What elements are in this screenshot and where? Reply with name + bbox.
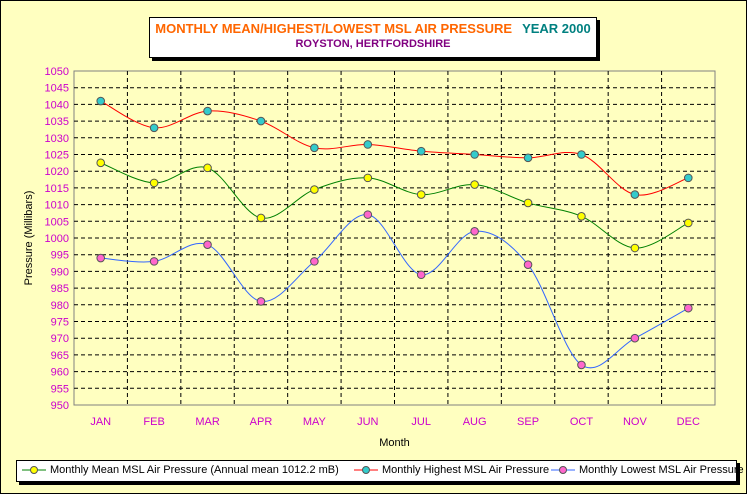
data-point-mean [256, 213, 266, 223]
data-point-mean [577, 211, 586, 221]
data-point-high [577, 150, 586, 159]
legend-label-low: Monthly Lowest MSL Air Pressure [579, 464, 744, 476]
x-tick-label: JAN [90, 416, 111, 428]
y-tick-label: 960 [51, 367, 69, 379]
y-tick-label: 965 [51, 350, 69, 362]
x-axis-label: Month [379, 437, 410, 449]
x-tick-label: AUG [463, 416, 487, 428]
y-tick-label: 975 [51, 317, 69, 329]
y-tick-label: 1040 [45, 99, 69, 111]
title-line: MONTHLY MEAN/HIGHEST/LOWEST MSL AIR PRES… [150, 21, 596, 36]
data-point-mean [96, 158, 106, 168]
x-tick-label: JUL [411, 416, 431, 428]
data-point-mean [203, 163, 212, 173]
x-tick-label: DEC [677, 416, 700, 428]
title-box: MONTHLY MEAN/HIGHEST/LOWEST MSL AIR PRES… [149, 17, 597, 58]
legend: Monthly Mean MSL Air Pressure (Annual me… [16, 460, 744, 482]
x-tick-label: MAR [195, 416, 220, 428]
x-tick-label: NOV [623, 416, 648, 428]
y-tick-label: 995 [51, 250, 69, 262]
series-line-mean [100, 162, 689, 249]
x-tick-labels: JAN FEB MAR APR MAY JUN JUL AUG SEP OCT NOV DEC [90, 416, 700, 428]
data-point-low [630, 333, 640, 343]
x-tick-label: JUN [357, 416, 378, 428]
data-point-low [577, 360, 586, 370]
legend-swatch-mean [22, 466, 46, 474]
data-point-low [416, 270, 426, 280]
data-point-mean [310, 185, 319, 194]
legend-item-low: Monthly Lowest MSL Air Pressure [550, 464, 744, 476]
y-tick-label: 970 [51, 333, 69, 345]
legend-label-mean: Monthly Mean MSL Air Pressure (Annual me… [50, 464, 339, 476]
data-point-mean [683, 218, 693, 228]
data-point-low [363, 210, 373, 219]
x-tick-label: MAY [303, 416, 327, 428]
data-point-low [523, 260, 533, 270]
y-tick-label: 985 [51, 283, 69, 295]
y-tick-label: 1000 [45, 233, 69, 245]
y-tick-label: 1010 [45, 200, 69, 212]
y-tick-label: 1045 [45, 83, 69, 95]
data-point-mean [363, 173, 373, 183]
legend-swatch-high [354, 466, 378, 474]
y-tick-label: 980 [51, 300, 69, 312]
data-point-mean [470, 180, 479, 189]
legend-label-high: Monthly Highest MSL Air Pressure [382, 464, 550, 476]
legend-item-high: Monthly Highest MSL Air Pressure [353, 464, 549, 476]
data-point-high [630, 190, 640, 199]
data-point-low [96, 253, 106, 263]
y-tick-label: 990 [51, 266, 69, 278]
data-point-low [683, 303, 693, 313]
legend-swatch-low [551, 466, 575, 474]
chart-year: YEAR 2000 [522, 21, 591, 36]
data-point-low [310, 257, 319, 266]
data-point-mean [630, 243, 640, 253]
x-tick-label: SEP [517, 416, 539, 428]
chart-subtitle: ROYSTON, HERTFORDSHIRE [295, 38, 451, 50]
legend-item-mean: Monthly Mean MSL Air Pressure (Annual me… [21, 464, 339, 476]
data-point-low [203, 240, 212, 249]
data-point-high [363, 140, 373, 149]
data-point-low [149, 257, 159, 266]
data-point-high [683, 173, 693, 183]
data-point-high [96, 96, 106, 106]
y-tick-labels: 950 955 960 965 970 975 980 985 990 995 1000 1005 10… [45, 66, 69, 412]
data-point-high [149, 123, 159, 133]
y-tick-label: 1020 [45, 166, 69, 178]
y-axis-label: Pressure (Millibars) [23, 191, 35, 286]
data-point-high [523, 153, 533, 163]
data-point-mean [523, 198, 533, 208]
y-tick-label: 1015 [45, 183, 69, 195]
y-tick-label: 1035 [45, 116, 69, 128]
data-point-high [256, 116, 266, 126]
data-point-high [470, 150, 479, 159]
data-point-mean [149, 178, 159, 188]
y-tick-label: 1050 [45, 66, 69, 78]
y-tick-label: 955 [51, 383, 69, 395]
data-point-high [310, 143, 319, 153]
y-tick-label: 1025 [45, 150, 69, 162]
data-point-mean [416, 190, 426, 199]
y-tick-label: 950 [51, 400, 69, 412]
series-points [96, 96, 693, 370]
data-point-high [203, 106, 212, 116]
y-tick-label: 1030 [45, 133, 69, 145]
data-point-high [416, 146, 426, 156]
x-tick-label: APR [250, 416, 273, 428]
grid [74, 71, 715, 405]
chart-title: MONTHLY MEAN/HIGHEST/LOWEST MSL AIR PRES… [155, 21, 513, 36]
data-point-low [256, 297, 266, 306]
x-tick-label: FEB [143, 416, 164, 428]
x-tick-label: OCT [570, 416, 594, 428]
data-point-low [470, 227, 479, 236]
y-tick-label: 1005 [45, 216, 69, 228]
